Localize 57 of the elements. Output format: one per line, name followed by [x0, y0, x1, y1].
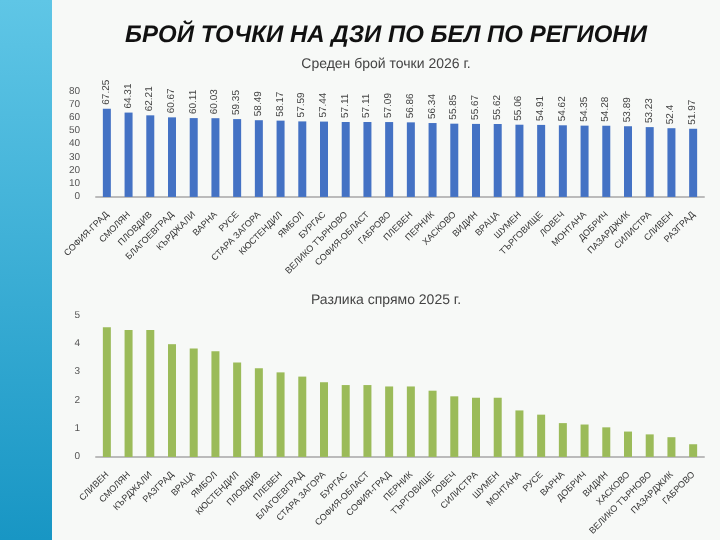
bar [624, 126, 632, 197]
bar [189, 118, 198, 197]
bar [406, 386, 415, 457]
bar [341, 385, 350, 457]
bar [298, 376, 307, 457]
bar [645, 127, 654, 197]
bar [450, 123, 459, 197]
bar [168, 117, 176, 197]
bar [276, 372, 285, 457]
bar [254, 368, 263, 457]
bar [558, 423, 567, 457]
bar [124, 112, 133, 197]
bar [363, 122, 372, 197]
bar [558, 125, 567, 197]
bar [602, 125, 611, 197]
bar [102, 327, 111, 457]
bar [406, 122, 415, 197]
bar [233, 119, 242, 197]
bar [515, 124, 524, 197]
bar [689, 128, 698, 197]
bar [233, 362, 242, 457]
bar [493, 123, 502, 197]
bar [146, 115, 155, 197]
chart-title: БРОЙ ТОЧКИ НА ДЗИ ПО БЕЛ ПО РЕГИОНИ [125, 20, 648, 48]
bar [320, 382, 328, 457]
bar [276, 120, 285, 197]
bar [124, 330, 133, 457]
bar [341, 122, 350, 197]
bar [320, 121, 328, 197]
bar [624, 431, 632, 457]
bar [472, 123, 480, 197]
bar [493, 397, 502, 457]
bar [211, 118, 220, 197]
bar [537, 414, 546, 457]
bar [515, 410, 524, 457]
bar [645, 434, 654, 457]
bar [428, 123, 437, 197]
bar [102, 108, 111, 197]
bar [211, 351, 220, 457]
bar [537, 124, 546, 197]
bar [472, 397, 480, 457]
bar [689, 444, 698, 457]
bar [667, 437, 676, 457]
bar [168, 344, 176, 457]
bar [385, 386, 394, 457]
bar [602, 427, 611, 457]
bar [298, 121, 307, 197]
bar [146, 330, 155, 457]
bar [580, 424, 589, 457]
bar [428, 390, 437, 457]
bar [667, 128, 676, 197]
bar [450, 396, 459, 457]
bar [363, 385, 372, 457]
bar [385, 122, 394, 197]
bar [189, 348, 198, 457]
bar [254, 120, 263, 197]
bar [580, 125, 589, 197]
